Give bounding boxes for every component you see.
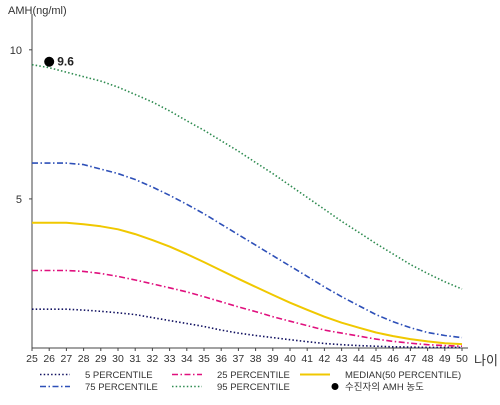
- x-tick-label: 36: [215, 353, 227, 365]
- x-tick-label: 33: [164, 353, 176, 365]
- x-tick-label: 26: [43, 353, 55, 365]
- x-tick-label: 30: [112, 353, 124, 365]
- x-tick-label: 37: [233, 353, 245, 365]
- x-tick-label: 42: [319, 353, 331, 365]
- amh-marker-label: 9.6: [57, 55, 74, 69]
- x-tick-label: 49: [439, 353, 451, 365]
- x-tick-label: 40: [284, 353, 296, 365]
- marker-layer: 9.6: [44, 55, 74, 69]
- legend-item-4: 95 PERCENTILE: [172, 382, 290, 393]
- series-line-2: [32, 221, 463, 346]
- series-line-4: [31, 63, 463, 290]
- y-tick-label: 5: [16, 194, 22, 206]
- legend-swatch: [331, 383, 339, 390]
- y-axis-label: AMH(ng/ml): [8, 5, 67, 17]
- x-tick-label: 35: [198, 353, 210, 365]
- series-line-0: [32, 308, 462, 349]
- legend-item-3: 75 PERCENTILE: [40, 382, 158, 393]
- legend-label: 25 PERCENTILE: [217, 370, 290, 381]
- legend-label: 5 PERCENTILE: [85, 370, 153, 381]
- x-tick-label: 27: [61, 353, 73, 365]
- x-tick-label: 44: [353, 353, 365, 365]
- x-tick-label: 25: [26, 353, 38, 365]
- series-lines: [31, 63, 463, 349]
- series-line-3: [32, 162, 463, 339]
- series-line-1: [32, 269, 463, 347]
- x-tick-label: 29: [95, 353, 107, 365]
- x-tick-label: 48: [422, 353, 434, 365]
- legend-item-0: 5 PERCENTILE: [40, 370, 153, 381]
- legend-item-2: MEDIAN(50 PERCENTILE): [300, 370, 461, 381]
- x-tick-label: 41: [301, 353, 313, 365]
- x-tick-label: 45: [370, 353, 382, 365]
- x-tick-label: 47: [405, 353, 417, 365]
- legend-item-5: 수진자의 AMH 농도: [331, 382, 424, 393]
- x-tick-label: 46: [387, 353, 399, 365]
- legend-label: 수진자의 AMH 농도: [345, 382, 424, 393]
- y-tick-label: 10: [10, 45, 22, 57]
- x-axis-label: 나이: [474, 353, 498, 368]
- x-tick-label: 34: [181, 353, 193, 365]
- legend-label: 95 PERCENTILE: [217, 382, 290, 393]
- legend-item-1: 25 PERCENTILE: [172, 370, 290, 381]
- axes: 25 26 27 28 29 30 31 32 33 34 35 36 37 38 39 40 41 42 43 44…: [10, 14, 468, 365]
- legend-label: 75 PERCENTILE: [85, 382, 158, 393]
- x-tick-label: 28: [78, 353, 90, 365]
- legend: 5 PERCENTILE 25 PERCENTILE MEDIAN(50 PERCE…: [40, 370, 461, 393]
- x-tick-label: 39: [267, 353, 279, 365]
- x-tick-label: 31: [129, 353, 141, 365]
- amh-marker-point: [44, 56, 55, 67]
- legend-label: MEDIAN(50 PERCENTILE): [345, 370, 461, 381]
- x-tick-label: 43: [336, 353, 348, 365]
- x-tick-label: 32: [147, 353, 159, 365]
- x-tick-label: 50: [456, 353, 468, 365]
- x-tick-label: 38: [250, 353, 262, 365]
